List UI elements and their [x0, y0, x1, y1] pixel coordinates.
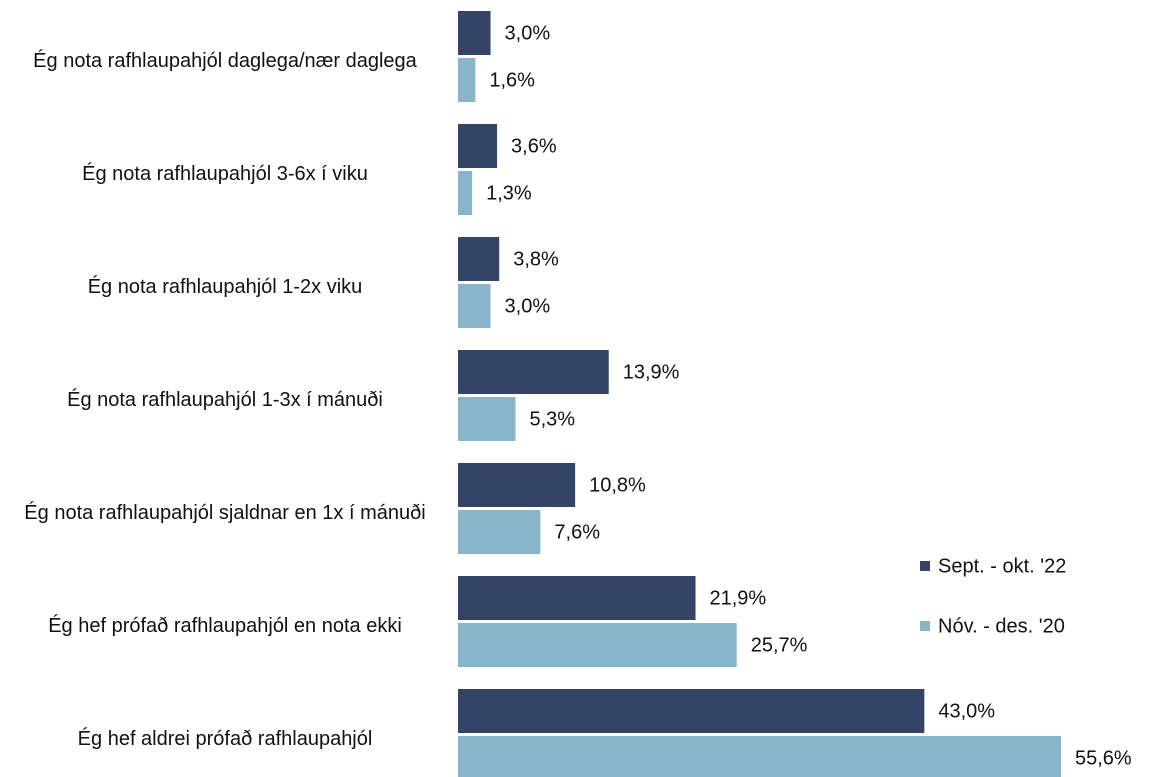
value-label: 3,0%	[505, 295, 551, 317]
category-label: Ég hef aldrei prófað rafhlaupahjól	[77, 728, 373, 750]
bar	[458, 623, 737, 667]
bar	[458, 237, 500, 281]
value-label: 3,0%	[505, 22, 551, 44]
category-label: Ég nota rafhlaupahjól 1-3x í mánuði	[67, 389, 383, 411]
bar	[458, 576, 696, 620]
value-label: 25,7%	[751, 634, 808, 656]
value-label: 21,9%	[710, 587, 767, 609]
bar	[458, 11, 491, 55]
value-label: 3,6%	[511, 135, 557, 157]
bar	[458, 171, 473, 215]
category-label: Ég nota rafhlaupahjól 3-6x í viku	[82, 163, 368, 185]
value-label: 7,6%	[554, 521, 600, 543]
value-label: 5,3%	[529, 408, 575, 430]
category-label: Ég nota rafhlaupahjól sjaldnar en 1x í m…	[24, 502, 426, 524]
value-label: 13,9%	[623, 361, 680, 383]
legend-label: Sept. - okt. '22	[938, 555, 1066, 577]
value-label: 1,3%	[486, 182, 532, 204]
value-label: 55,6%	[1075, 747, 1132, 769]
bar	[458, 124, 498, 168]
bar	[458, 689, 925, 733]
legend-swatch	[920, 621, 930, 631]
category-label: Ég hef prófað rafhlaupahjól en nota ekki	[48, 615, 402, 637]
bar	[458, 350, 609, 394]
legend-label: Nóv. - des. '20	[938, 615, 1065, 637]
category-label: Ég nota rafhlaupahjól daglega/nær dagleg…	[33, 50, 417, 72]
bar	[458, 284, 491, 328]
bar	[458, 58, 476, 102]
value-label: 10,8%	[589, 474, 646, 496]
bar	[458, 397, 516, 441]
category-label: Ég nota rafhlaupahjól 1-2x viku	[87, 276, 363, 298]
value-label: 1,6%	[489, 69, 535, 91]
legend-swatch	[920, 561, 930, 571]
value-label: 3,8%	[513, 248, 559, 270]
bar	[458, 736, 1061, 777]
bar	[458, 463, 576, 507]
value-label: 43,0%	[938, 700, 995, 722]
bar	[458, 510, 541, 554]
